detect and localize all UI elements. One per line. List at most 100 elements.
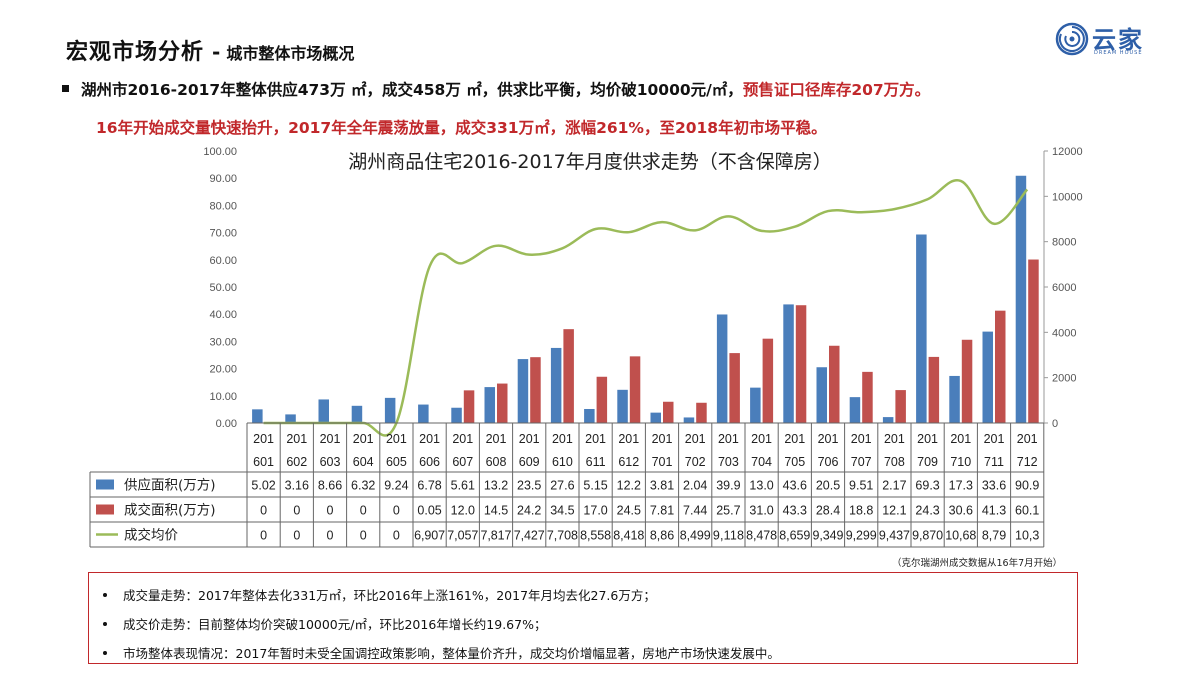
data-table-cell: 12.1	[882, 504, 906, 518]
data-table-cell: 17.0	[583, 504, 607, 518]
x-axis-tick-label: 201	[984, 432, 1005, 446]
supply-bar	[750, 387, 761, 423]
legend-label: 供应面积(万方)	[124, 477, 216, 494]
data-table-cell: 20.5	[816, 479, 840, 493]
data-table-cell: 13.2	[484, 479, 508, 493]
x-axis-tick-label: 201	[818, 432, 839, 446]
supply-bar	[418, 404, 429, 423]
bullet-dot-icon	[103, 622, 107, 626]
y-axis-right-tick: 12000	[1052, 146, 1083, 158]
transaction-bar	[995, 310, 1006, 423]
x-axis-tick-label: 201	[386, 432, 407, 446]
transaction-bar	[1028, 259, 1039, 423]
data-table-cell: 30.6	[949, 504, 973, 518]
data-table-cell: 14.5	[484, 504, 508, 518]
summary-item: 市场整体表现情况：2017年暂时未受全国调控政策影响，整体量价齐升，成交均价增幅…	[103, 643, 780, 662]
data-table-cell: 5.61	[451, 479, 475, 493]
supply-bar	[484, 387, 495, 423]
bullet-line-1-highlight: 预售证口径库存207万方。	[742, 81, 931, 99]
y-axis-left-tick: 0.00	[216, 418, 237, 430]
y-axis-left-tick: 20.00	[209, 364, 237, 376]
transaction-bar	[563, 329, 574, 423]
transaction-bar	[762, 338, 774, 423]
x-axis-tick-label: 201	[751, 432, 772, 446]
data-table-cell: 9.51	[849, 479, 873, 493]
data-table-cell: 8,478	[746, 529, 777, 543]
data-table-cell: 0.05	[417, 504, 441, 518]
data-table-cell: 24.3	[915, 504, 939, 518]
summary-text: 成交价走势：目前整体均价突破10000元/㎡，环比2016年增长约19.67%；	[123, 617, 547, 632]
supply-bar	[882, 417, 894, 423]
data-table-cell: 0	[360, 504, 367, 518]
x-axis-tick-label: 201	[353, 432, 374, 446]
supply-bar	[318, 399, 329, 423]
transaction-bar	[497, 383, 508, 423]
x-axis-tick-label: 201	[618, 432, 639, 446]
x-axis-tick-label: 607	[452, 455, 473, 469]
transaction-bar	[862, 371, 873, 423]
y-axis-left-tick: 40.00	[209, 309, 237, 321]
data-table-cell: 0	[360, 529, 367, 543]
supply-bar	[982, 331, 993, 423]
page-title: 宏观市场分析	[66, 40, 205, 65]
data-table-cell: 41.3	[982, 504, 1006, 518]
data-table-cell: 13.0	[749, 479, 773, 493]
data-table-cell: 25.7	[716, 504, 740, 518]
supply-bar	[783, 304, 794, 423]
x-axis-tick-label: 604	[353, 455, 374, 469]
supply-bar	[451, 407, 462, 423]
supply-bar	[949, 375, 960, 423]
data-table-cell: 8,418	[613, 529, 644, 543]
data-table-cell: 10,3	[1015, 529, 1039, 543]
logo-tagline: DREAM HOUSE	[1094, 50, 1143, 56]
x-axis-tick-label: 605	[386, 455, 407, 469]
y-axis-right-tick: 6000	[1052, 282, 1076, 294]
x-axis-tick-label: 201	[1017, 432, 1038, 446]
data-table-cell: 27.6	[550, 479, 574, 493]
data-table-cell: 5.02	[251, 479, 275, 493]
supply-bar	[816, 367, 827, 423]
bullet-line-2: 16年开始成交量快速抬升，2017年全年震荡放量，成交331万㎡，涨幅261%，…	[96, 119, 827, 137]
data-table-cell: 8,659	[779, 529, 810, 543]
data-table-cell: 90.9	[1015, 479, 1039, 493]
x-axis-tick-label: 706	[818, 455, 839, 469]
data-table-cell: 3.81	[650, 479, 674, 493]
x-axis-tick-label: 201	[784, 432, 805, 446]
y-axis-right-tick: 8000	[1052, 237, 1076, 249]
data-table-cell: 7,057	[447, 529, 478, 543]
x-axis-tick-label: 201	[851, 432, 872, 446]
x-axis-tick-label: 201	[320, 432, 341, 446]
data-table-cell: 7,817	[481, 529, 512, 543]
summary-box: 成交量走势：2017年整体去化331万㎡，环比2016年上涨161%，2017年…	[88, 572, 1078, 664]
price-line	[263, 179, 1029, 437]
x-axis-tick-label: 601	[253, 455, 274, 469]
data-table-cell: 43.3	[783, 504, 807, 518]
data-table-cell: 33.6	[982, 479, 1006, 493]
data-table-cell: 0	[293, 529, 300, 543]
data-table-cell: 34.5	[550, 504, 574, 518]
logo-icon	[1055, 22, 1089, 56]
x-axis-tick-label: 201	[585, 432, 606, 446]
supply-bar	[351, 405, 363, 423]
supply-bar	[683, 417, 695, 423]
transaction-bar	[928, 356, 940, 423]
data-table-cell: 8,79	[982, 529, 1006, 543]
x-axis-tick-label: 201	[917, 432, 938, 446]
data-table-cell: 60.1	[1015, 504, 1039, 518]
supply-bar	[650, 412, 661, 423]
bullet-dot-icon	[103, 593, 107, 597]
transaction-bar	[696, 402, 707, 423]
y-axis-right-tick: 2000	[1052, 373, 1076, 385]
data-table-cell: 2.04	[683, 479, 707, 493]
y-axis-left-tick: 70.00	[209, 228, 237, 240]
page-subtitle: 城市整体市场概况	[226, 44, 355, 63]
data-table-cell: 9.24	[384, 479, 408, 493]
data-table-cell: 9,349	[813, 529, 844, 543]
data-table-cell: 7.44	[683, 504, 707, 518]
data-table-cell: 0	[327, 529, 334, 543]
transaction-bar	[629, 356, 641, 423]
x-axis-tick-label: 704	[751, 455, 772, 469]
transaction-bar	[961, 339, 973, 423]
transaction-bar	[530, 357, 541, 423]
y-axis-left-tick: 80.00	[209, 200, 237, 212]
